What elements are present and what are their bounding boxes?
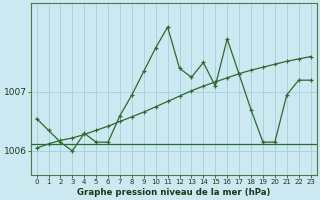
X-axis label: Graphe pression niveau de la mer (hPa): Graphe pression niveau de la mer (hPa) [77, 188, 270, 197]
